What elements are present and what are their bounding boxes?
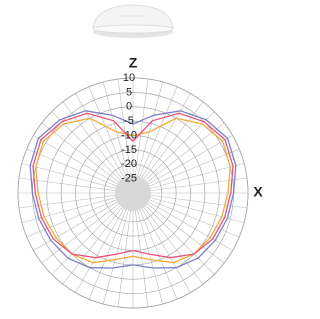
x-axis-label: X [253, 184, 263, 200]
r-tick-label: 5 [126, 86, 132, 98]
r-tick-label: 0 [126, 101, 132, 113]
labels: 10 5 0 -5 -10 -15 -20 -25 [121, 72, 137, 185]
r-tick-label: -10 [121, 129, 137, 141]
device-image [93, 5, 173, 38]
chart: 10 5 0 -5 -10 -15 -20 -25 Z X [0, 0, 271, 314]
page: {"chart_data": {"type": "polar", "x_labe… [0, 0, 271, 314]
r-tick-label: -15 [121, 144, 137, 156]
r-tick-label: -20 [121, 158, 137, 170]
z-axis-label: Z [129, 55, 138, 71]
r-tick-label: -25 [121, 173, 137, 185]
r-tick-label: -5 [124, 115, 134, 127]
r-tick-label: 10 [123, 72, 135, 84]
